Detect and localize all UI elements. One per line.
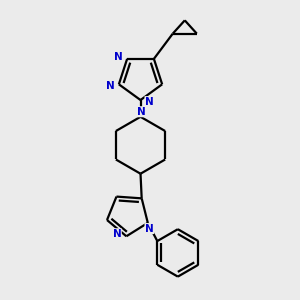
- Text: N: N: [106, 81, 114, 91]
- Text: N: N: [137, 107, 146, 117]
- Text: N: N: [114, 52, 123, 62]
- Text: N: N: [145, 224, 154, 234]
- Text: N: N: [145, 97, 154, 106]
- Text: N: N: [112, 229, 121, 239]
